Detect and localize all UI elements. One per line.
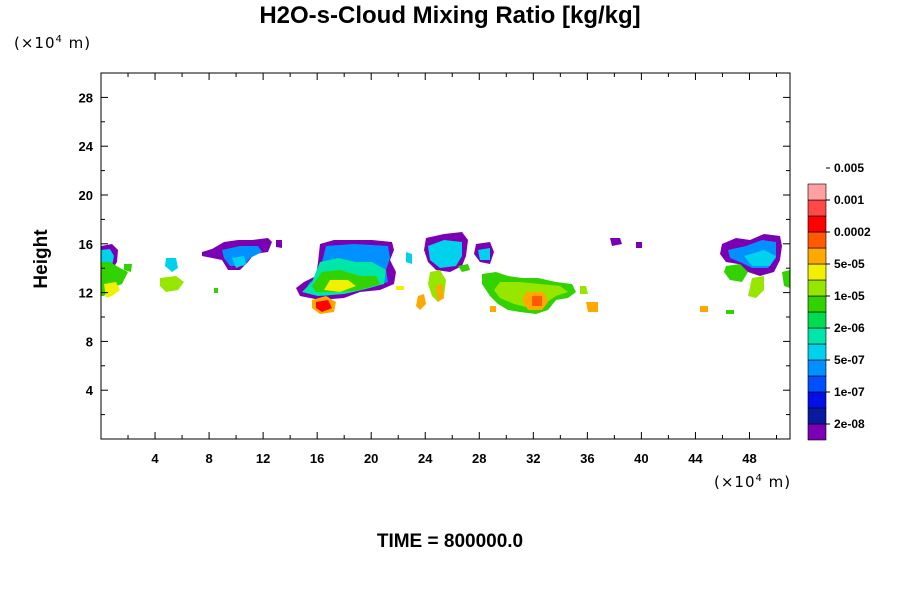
y-tick-label: 20 (79, 188, 93, 203)
cloud-contour (610, 238, 622, 246)
cloud-contour (396, 286, 404, 290)
colorbar-swatch (807, 359, 827, 377)
colorbar-label: 2e-08 (834, 417, 865, 431)
cloud-contour (490, 306, 496, 312)
colorbar-swatch (807, 231, 827, 249)
cloud-contour (324, 280, 356, 292)
cloud-field (101, 232, 790, 314)
cloud-contour (478, 248, 490, 260)
x-tick-label: 36 (580, 451, 594, 466)
cloud-contour (458, 264, 470, 272)
cloud-contour (214, 288, 218, 293)
colorbar-swatch (807, 375, 827, 393)
colorbar-legend: 2e-08 1e-07 5e-07 2e-06 1e-05 5e-05 0.0002 0.00… (807, 161, 871, 441)
x-axis: 4 8 12 16 20 24 28 32 36 40 44 48 (127, 73, 777, 466)
x-tick-label: 32 (526, 451, 540, 466)
cloud-contour (160, 276, 184, 292)
chart-title: H2O-s-Cloud Mixing Ratio [kg/kg] (259, 2, 641, 29)
y-tick-label: 24 (79, 139, 94, 154)
colorbar-label: 1e-05 (834, 289, 865, 303)
cloud-contour (532, 296, 542, 306)
colorbar-label: 2e-06 (834, 321, 865, 335)
cloud-contour (726, 310, 734, 314)
y-tick-label: 16 (79, 237, 93, 252)
x-axis-unit: (×104 m) (714, 473, 792, 491)
cloud-contour (636, 242, 642, 248)
colorbar-swatch (807, 423, 827, 441)
cloud-contour (406, 252, 412, 264)
cloud-contour (104, 282, 120, 298)
cloud-contour (316, 300, 332, 312)
cloud-contour (700, 306, 708, 312)
cloud-contour (222, 246, 262, 266)
colorbar-swatch (807, 263, 827, 281)
cloud-contour (744, 250, 776, 266)
colorbar-swatch (807, 295, 827, 313)
x-tick-label: 4 (151, 451, 159, 466)
cloud-contour (428, 240, 462, 268)
x-tick-label: 16 (310, 451, 324, 466)
colorbar-label: 5e-05 (834, 257, 865, 271)
x-tick-label: 8 (205, 451, 212, 466)
cloud-contour (586, 302, 598, 312)
cloud-contour (782, 270, 790, 288)
y-tick-label: 4 (86, 383, 94, 398)
cloud-contour (165, 258, 178, 272)
colorbar-swatch (807, 279, 827, 297)
colorbar-swatch (807, 311, 827, 329)
y-tick-label: 28 (79, 90, 93, 105)
y-axis-unit: (×104 m) (14, 34, 92, 52)
time-label: TIME = 800000.0 (376, 531, 524, 552)
y-axis: 4 8 12 16 20 24 28 (79, 90, 790, 416)
x-tick-label: 20 (364, 451, 378, 466)
x-tick-label: 24 (418, 451, 433, 466)
colorbar-swatch (807, 183, 827, 201)
plot-frame (100, 72, 791, 440)
cloud-contour (724, 264, 748, 282)
y-tick-label: 12 (79, 286, 93, 301)
cloud-contour (748, 276, 764, 298)
colorbar-swatch (807, 247, 827, 265)
x-tick-label: 44 (688, 451, 703, 466)
cloud-contour (124, 264, 132, 272)
x-tick-label: 48 (742, 451, 756, 466)
colorbar-label: 0.001 (834, 193, 864, 207)
x-tick-label: 12 (256, 451, 270, 466)
colorbar-swatch (807, 215, 827, 233)
colorbar-swatch (807, 199, 827, 217)
cloud-contour (232, 256, 246, 268)
colorbar-swatch (807, 407, 827, 425)
colorbar-swatch (807, 343, 827, 361)
x-tick-label: 40 (634, 451, 648, 466)
colorbar-label: 0.0002 (834, 225, 871, 239)
colorbar-label: 0.005 (834, 161, 864, 175)
cloud-contour (276, 240, 282, 248)
colorbar-swatch (807, 327, 827, 345)
x-tick-label: 28 (472, 451, 486, 466)
colorbar-label: 1e-07 (834, 385, 865, 399)
cloud-contour (416, 294, 426, 310)
cloud-contour (436, 284, 444, 302)
colorbar-swatch (807, 391, 827, 409)
cloud-contour (580, 286, 588, 294)
y-tick-label: 8 (86, 334, 93, 349)
colorbar-label: 5e-07 (834, 353, 865, 367)
